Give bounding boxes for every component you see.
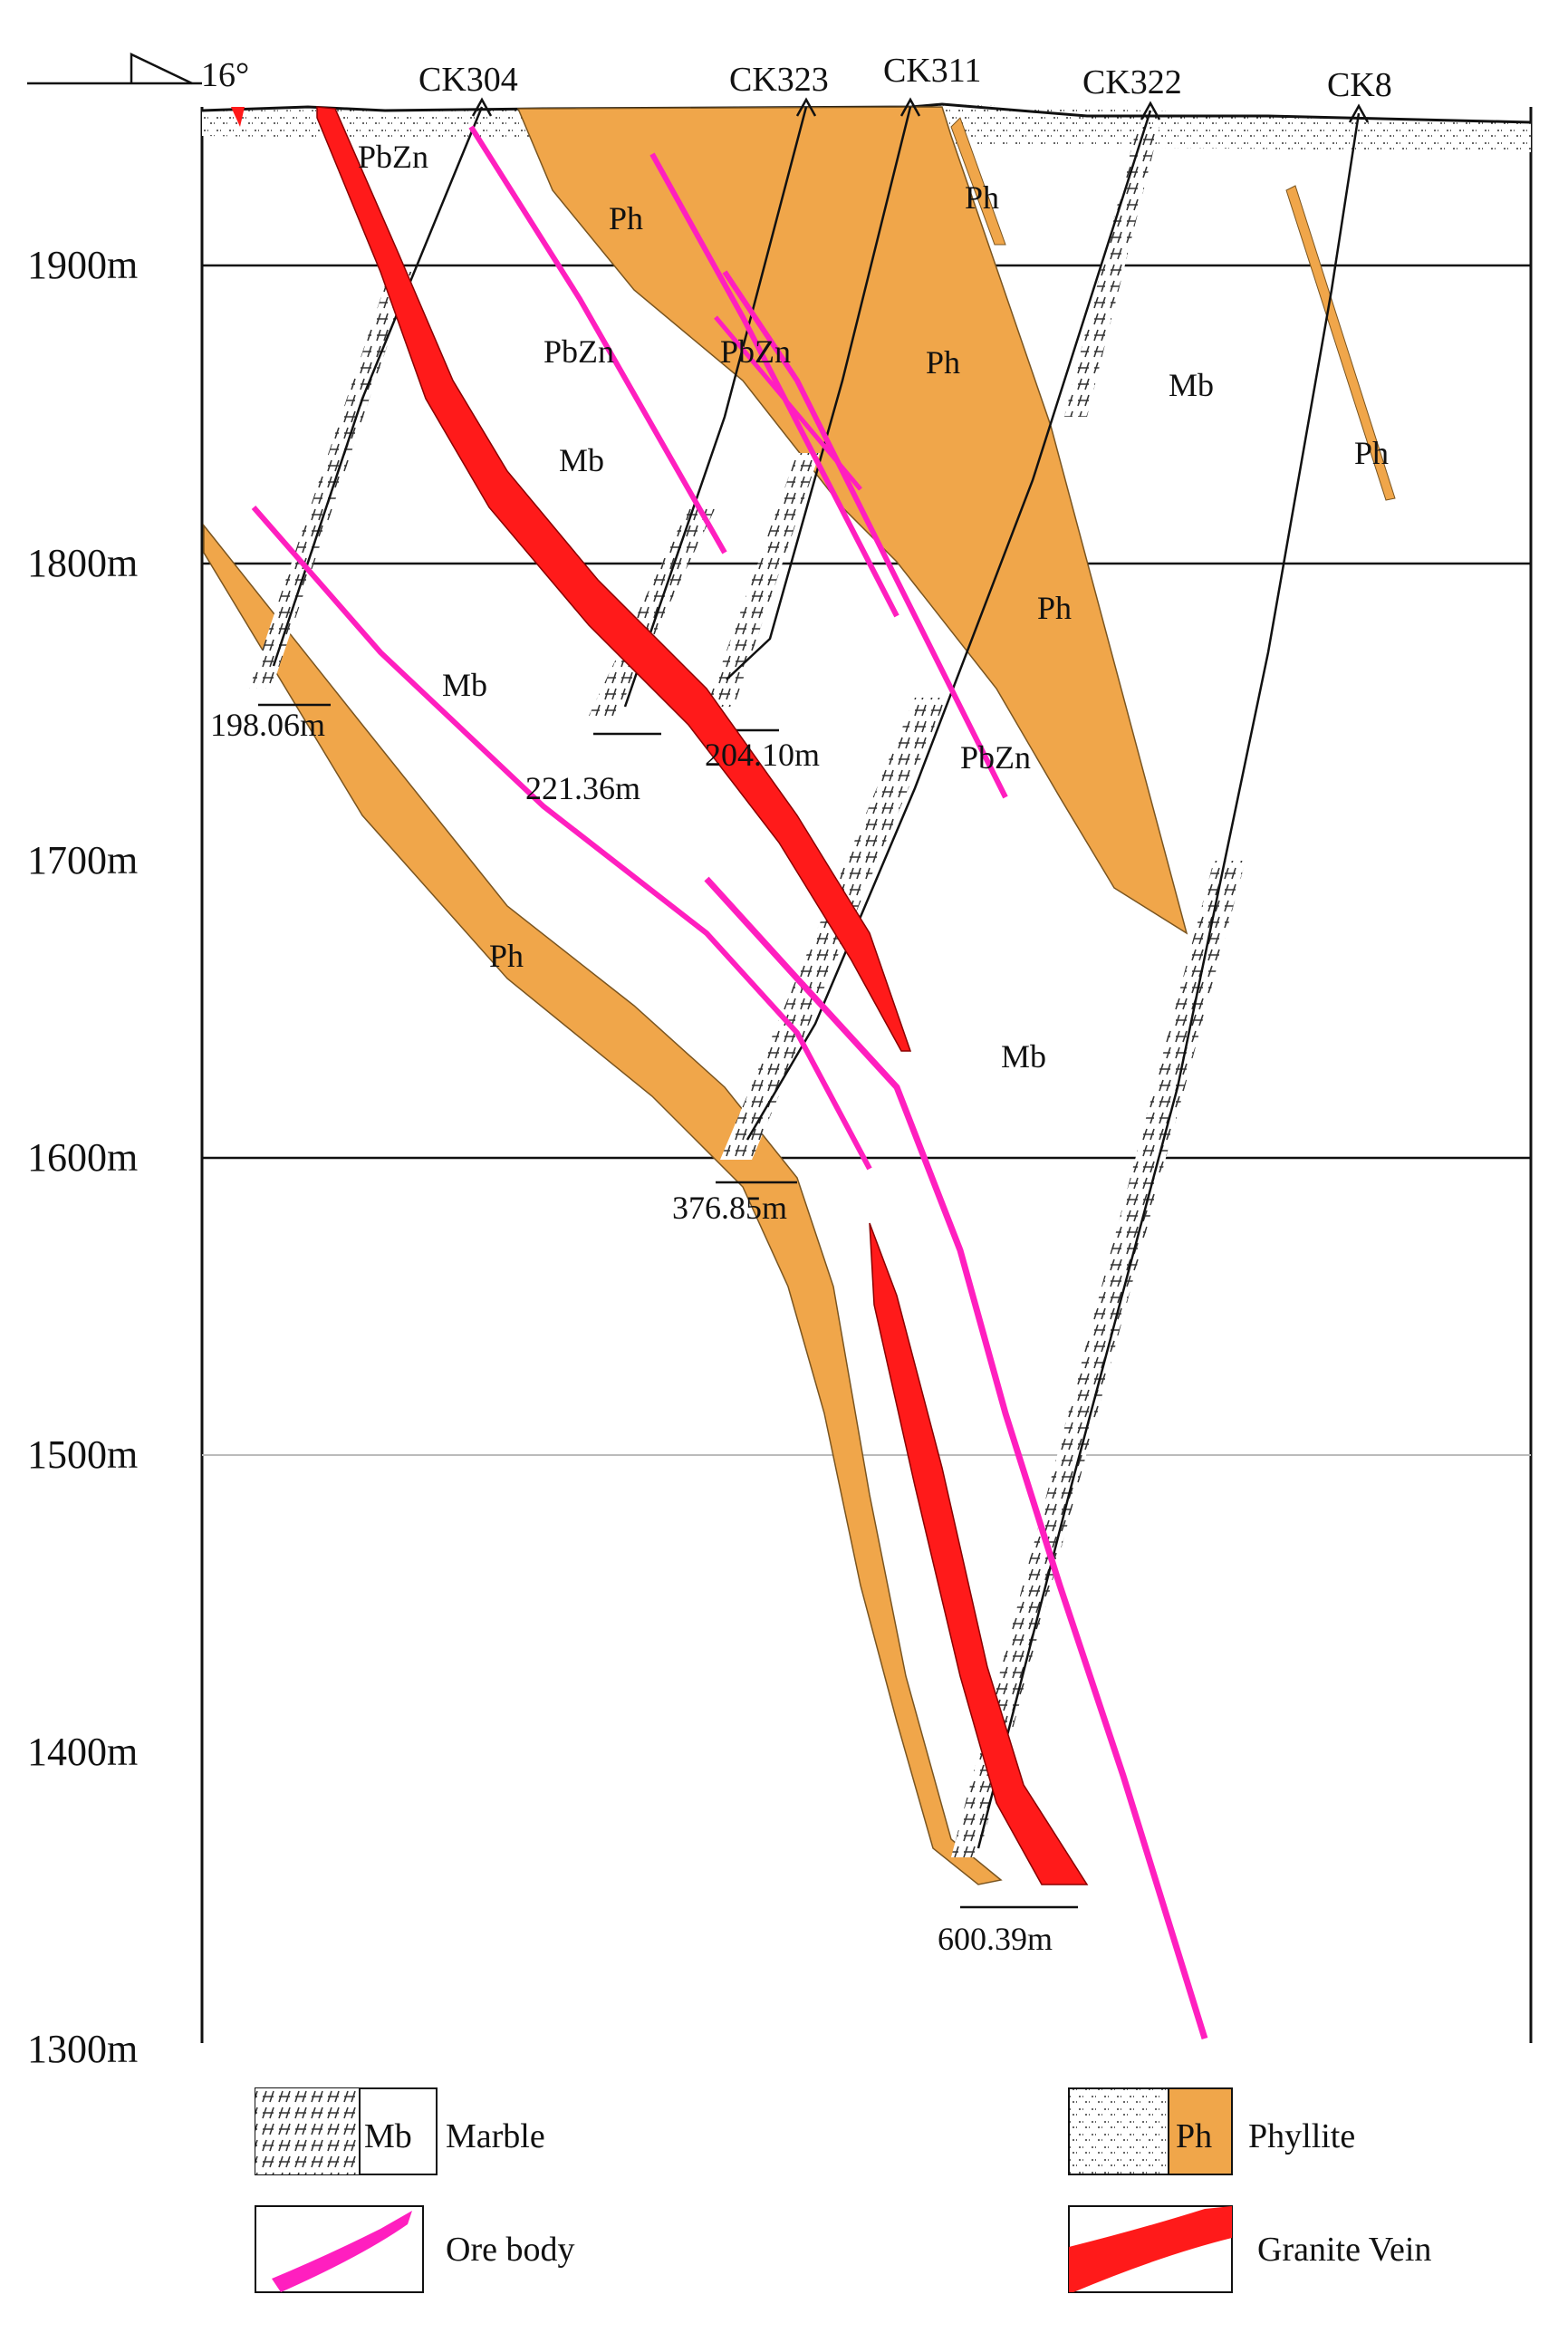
unit-label-pbzn-2: PbZn [720, 333, 791, 370]
marble-band-ck322-upper [1064, 127, 1159, 417]
legend: Mb Marble Ph Phyllite Ore body Granite V… [255, 2087, 1431, 2293]
elevation-label-1900: 1900m [27, 243, 138, 287]
unit-label-mb-3: Mb [442, 667, 487, 703]
rock-unit-labels: PbZn Ph Ph Ph Ph Ph Ph PbZn PbZn PbZn Mb… [358, 139, 1389, 1075]
legend-marble-abbr: Mb [364, 2117, 412, 2155]
depth-label-ck311: 204.10m [705, 737, 820, 773]
unit-label-ph-3: Ph [926, 344, 960, 381]
drillhole-trace-ck311 [726, 106, 912, 680]
drillhole-traces [272, 106, 1361, 1849]
legend-ore-swatch [272, 2211, 412, 2292]
phyllite-bodies [203, 106, 1396, 1885]
unit-label-ph-5: Ph [1037, 590, 1072, 626]
drillhole-trace-ck323 [623, 106, 808, 708]
marble-band-ck323 [589, 507, 716, 716]
depth-end-bars [258, 703, 1078, 1909]
unit-label-ph-1: Ph [609, 200, 643, 236]
elevation-labels: 1900m 1800m 1700m 1600m 1500m 1400m 1300… [27, 243, 138, 2071]
collar-markers [471, 97, 1370, 123]
granite-vein-stub [231, 107, 245, 127]
unit-label-ph-6: Ph [489, 938, 524, 974]
legend-granite-swatch [1069, 2206, 1232, 2292]
legend-granite-vein: Granite Vein [1068, 2205, 1431, 2293]
legend-ore-label: Ore body [446, 2231, 574, 2269]
drillhole-label-ck8: CK8 [1327, 66, 1392, 104]
ore-bodies [251, 125, 1208, 2040]
elevation-label-1700: 1700m [27, 838, 138, 882]
elevation-label-1600: 1600m [27, 1135, 138, 1180]
drillhole-label-ck322: CK322 [1082, 63, 1182, 101]
drillhole-trace-ck304 [272, 106, 484, 667]
ore-body-ck304 [468, 125, 727, 554]
unit-label-pbzn-1: PbZn [544, 333, 614, 370]
legend-marble-swatch [255, 2088, 360, 2174]
ore-body-lower-long [251, 506, 872, 1171]
depth-label-ck304: 198.06m [210, 707, 325, 743]
drillhole-label-ck311: CK311 [883, 52, 981, 90]
section-frame [200, 107, 1533, 2043]
unit-label-pbzn-top: PbZn [358, 139, 428, 175]
elevation-label-1500: 1500m [27, 1432, 138, 1477]
collar-ck323-icon [795, 97, 817, 117]
granite-vein-deep [869, 1222, 1089, 1885]
granite-vein-upper [316, 106, 912, 1052]
depth-label-ck322: 376.85m [672, 1190, 787, 1226]
ore-body-ck311-upper [714, 315, 862, 491]
ore-body-ck323 [649, 152, 899, 618]
legend-phyllite-label: Phyllite [1248, 2117, 1355, 2155]
collar-ck311-icon [899, 97, 921, 117]
drillhole-trace-ck322 [746, 110, 1152, 1141]
phyllite-sliver-ck311 [950, 117, 1006, 246]
legend-phyllite-abbr: Ph [1176, 2117, 1212, 2155]
drillhole-label-ck304: CK304 [418, 61, 518, 99]
elevation-label-1800: 1800m [27, 541, 138, 585]
collar-ck8-icon [1348, 103, 1370, 123]
legend-granite-label: Granite Vein [1257, 2231, 1431, 2269]
unit-label-mb-1: Mb [559, 442, 604, 478]
legend-phyllite: Ph Phyllite [1068, 2087, 1355, 2175]
orientation-triangle-icon [130, 53, 193, 85]
depth-label-ck323: 221.36m [525, 770, 640, 806]
legend-marble-label: Marble [446, 2117, 545, 2155]
granite-veins [231, 106, 1089, 1885]
final-depth-labels: 198.06m 221.36m 204.10m 376.85m 600.39m [210, 707, 1053, 1957]
phyllite-sliver-ck8 [1285, 185, 1396, 501]
legend-phyllite-swatch [1168, 2087, 1233, 2175]
phyllite-wedge-upper [516, 106, 1188, 935]
collar-ck322-icon [1140, 101, 1161, 121]
legend-marble: Mb Marble [255, 2087, 545, 2175]
ore-body-deep [704, 876, 1208, 2040]
drillhole-names: CK304 CK323 CK311 CK322 CK8 [418, 52, 1392, 104]
unit-label-mb-4: Mb [1001, 1038, 1046, 1075]
elevation-label-1300: 1300m [27, 2027, 138, 2071]
elevation-label-1400: 1400m [27, 1730, 138, 1774]
legend-ore-body: Ore body [255, 2205, 574, 2293]
orientation-angle-label: 16° [201, 56, 249, 94]
unit-label-pbzn-3: PbZn [960, 739, 1031, 776]
ore-body-ck311 [722, 270, 1008, 799]
marble-band-ck311 [707, 453, 820, 707]
unit-label-ph-2: Ph [965, 179, 999, 216]
depth-label-ck8: 600.39m [938, 1921, 1053, 1957]
collar-ck304-icon [471, 97, 493, 117]
drillhole-trace-ck8 [976, 112, 1361, 1849]
unit-label-mb-2: Mb [1169, 367, 1214, 403]
phyllite-lower-band [203, 523, 1003, 1885]
unit-label-ph-4: Ph [1354, 435, 1389, 471]
drillhole-label-ck323: CK323 [729, 61, 829, 99]
